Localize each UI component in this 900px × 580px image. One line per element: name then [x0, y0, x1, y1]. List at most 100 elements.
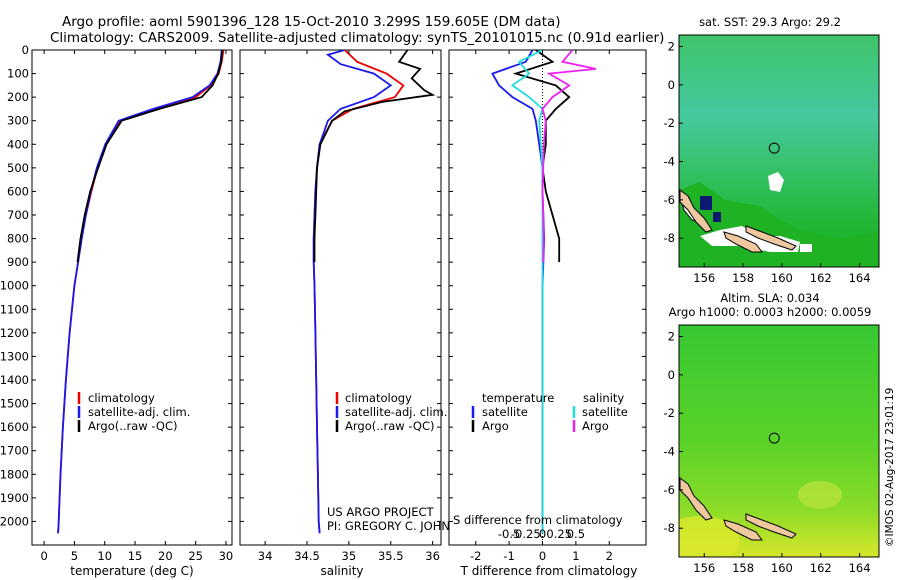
- lat-tick-label: -4: [664, 155, 675, 169]
- difference-panel: -2 -1 0 1 2 -0.5-0.250 0.250.5 S difference f…: [448, 49, 647, 578]
- depth-tick-label: 100: [7, 67, 29, 81]
- salinity-legend: climatology satellite-adj. clim. Argo(..…: [335, 391, 447, 433]
- legend-heading-salinity: salinity: [583, 391, 624, 405]
- x-tick-label: 34.5: [294, 549, 320, 563]
- sst-map-frame: [678, 34, 880, 268]
- depth-tick-label: 900: [7, 255, 29, 269]
- island-choiseul: [723, 519, 763, 541]
- series-line-argo: [76, 50, 224, 263]
- lon-tick-label: 158: [732, 561, 754, 575]
- series-line-s-argo: [541, 50, 597, 263]
- sst-map: sat. SST: 29.3 Argo: 29.2 156 158 160 162 16…: [664, 15, 880, 285]
- island-santa-isabel: [745, 225, 797, 251]
- x-tick-label: 15: [128, 549, 143, 563]
- lon-tick-label: 158: [732, 271, 754, 285]
- lat-tick-label: 0: [668, 368, 675, 382]
- legend-label-climatology: climatology: [88, 391, 155, 405]
- series-line-s-satellite: [510, 50, 544, 534]
- x-tick-label: 0: [539, 549, 546, 563]
- temperature-axis-label: temperature (deg C): [70, 564, 193, 578]
- depth-tick-label: 700: [7, 208, 29, 222]
- depth-tick-label: 1200: [0, 326, 29, 340]
- s-tick-label: 0.5: [567, 527, 585, 541]
- credit-pi: PI: GREGORY C. JOHNSON: [327, 519, 475, 533]
- depth-tick-label: 1400: [0, 373, 29, 387]
- salinity-axis-ticks: 34 34.5 35 35.5 36: [258, 50, 440, 563]
- sst-cold-patch: [700, 196, 712, 210]
- depth-tick-label: 2000: [0, 514, 29, 528]
- temperature-legend: climatology satellite-adj. clim. Argo(..…: [77, 391, 190, 433]
- legend-label-argo: Argo(..raw -QC): [88, 419, 178, 433]
- figure-title-line1: Argo profile: aoml 5901396_128 15-Oct-20…: [62, 14, 561, 30]
- salinity-depth-ticks: [240, 49, 441, 522]
- t-difference-ticks: -2 -1 0 1 2: [470, 50, 613, 563]
- s-tick-label: 0.25: [546, 527, 572, 541]
- island-bougainville: [679, 189, 713, 233]
- x-tick-label: 34: [258, 549, 273, 563]
- lat-tick-label: -8: [664, 231, 675, 245]
- difference-plot-frame: [448, 49, 647, 546]
- depth-tick-label: 0: [22, 43, 29, 57]
- temperature-panel: 0100200300400500600700800900100011001200…: [0, 43, 233, 578]
- x-tick-label: 1: [572, 549, 579, 563]
- x-tick-label: 10: [97, 549, 112, 563]
- lon-tick-label: 160: [771, 271, 793, 285]
- sla-anomaly: [679, 516, 740, 557]
- sla-map: Altim. SLA: 0.034 Argo h1000: 0.0003 h20…: [664, 291, 880, 575]
- x-tick-label: 0: [40, 549, 47, 563]
- argo-position-marker: [768, 142, 780, 154]
- cloud-mask: [768, 172, 784, 192]
- x-tick-label: 5: [71, 549, 78, 563]
- series-line-argo: [313, 50, 436, 263]
- sst-map-features: [679, 172, 879, 267]
- island-bougainville: [679, 477, 713, 521]
- sst-map-title: sat. SST: 29.3 Argo: 29.2: [699, 15, 841, 29]
- depth-tick-label: 800: [7, 232, 29, 246]
- depth-tick-label: 400: [7, 137, 29, 151]
- lon-tick-label: 162: [810, 561, 832, 575]
- lat-tick-label: -8: [664, 521, 675, 535]
- lon-tick-label: 164: [849, 561, 871, 575]
- depth-tick-label: 1500: [0, 397, 29, 411]
- lat-tick-label: -6: [664, 483, 675, 497]
- s-tick-label: -0.25: [511, 527, 541, 541]
- credit-project: US ARGO PROJECT: [327, 505, 435, 519]
- depth-tick-label: 1800: [0, 467, 29, 481]
- island-santa-isabel: [745, 513, 797, 539]
- sla-lon-ticks: 156 158 160 162 164: [693, 553, 871, 575]
- x-tick-label: 35: [342, 549, 357, 563]
- depth-tick-label: 1000: [0, 279, 29, 293]
- lon-tick-label: 156: [693, 271, 715, 285]
- depth-tick-label: 600: [7, 184, 29, 198]
- lat-tick-label: -4: [664, 445, 675, 459]
- legend-label-t-argo: Argo: [482, 419, 509, 433]
- s-difference-label: S difference from climatology: [453, 513, 623, 527]
- sla-map-title: Altim. SLA: 0.034: [720, 291, 819, 305]
- figure-title-line2: Climatology: CARS2009. Satellite-adjuste…: [50, 30, 664, 46]
- island-choiseul: [723, 231, 763, 253]
- imos-stamp: ©IMOS 02-Aug-2017 23:01:19: [884, 388, 896, 547]
- lon-tick-label: 156: [693, 561, 715, 575]
- temperature-plot-frame: [31, 49, 233, 546]
- depth-tick-label: 1100: [0, 302, 29, 316]
- difference-legend: temperature salinity satellite Argo sate…: [471, 391, 628, 433]
- depth-axis-ticks: 0 100 200 300 400 500 600 700 800 900 1000 1100 1200…: [0, 43, 232, 528]
- legend-label-satellite: satellite-adj. clim.: [88, 405, 190, 419]
- depth-tick-label: 200: [7, 90, 29, 104]
- legend-label-s-satellite: satellite: [582, 405, 628, 419]
- x-tick-label: -2: [470, 549, 481, 563]
- salinity-plot-frame: [239, 49, 442, 546]
- argo-position-marker: [768, 432, 780, 444]
- s-difference-ticks: -0.5-0.250 0.250.5: [498, 527, 585, 541]
- depth-tick-label: 1700: [0, 444, 29, 458]
- temperature-lines: [57, 50, 225, 534]
- x-tick-label: 35.5: [378, 549, 404, 563]
- x-tick-label: 30: [219, 549, 234, 563]
- sla-map-subtitle: Argo h1000: 0.0003 h2000: 0.0059: [669, 305, 872, 319]
- depth-tick-label: 1600: [0, 420, 29, 434]
- lat-tick-label: -2: [664, 406, 675, 420]
- salinity-panel: 34 34.5 35 35.5 36 salinity climatology sate…: [239, 49, 475, 578]
- lat-tick-label: 2: [668, 40, 675, 54]
- lat-tick-label: -6: [664, 193, 675, 207]
